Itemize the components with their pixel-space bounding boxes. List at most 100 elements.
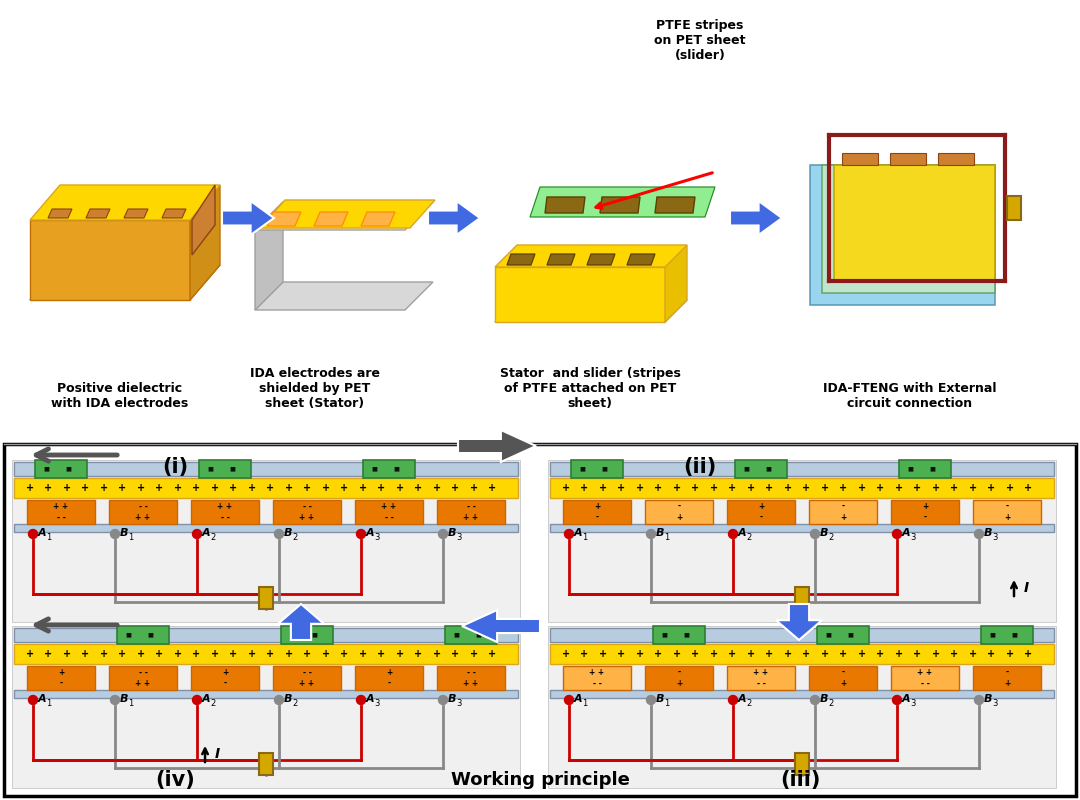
Bar (14, 462, 518, 476)
Text: +: + (174, 483, 183, 493)
Bar (0, 0, 1080, 440)
Bar (981, 626, 1032, 644)
Text: -: - (1005, 502, 1009, 511)
Polygon shape (822, 165, 995, 293)
Bar (117, 626, 168, 644)
Text: B: B (120, 528, 129, 538)
Text: +: + (359, 483, 367, 493)
Text: +: + (1025, 483, 1032, 493)
Text: ■: ■ (766, 466, 771, 471)
Text: +: + (710, 649, 718, 659)
Polygon shape (192, 185, 215, 255)
Polygon shape (314, 212, 348, 226)
Bar (259, 753, 273, 775)
Text: ■: ■ (372, 466, 378, 471)
Circle shape (438, 530, 447, 538)
Bar (355, 500, 423, 524)
Bar (14, 644, 518, 664)
Text: +: + (618, 483, 625, 493)
Circle shape (892, 530, 902, 538)
Bar (735, 460, 787, 478)
Text: +: + (386, 668, 392, 678)
Text: + +: + + (463, 513, 478, 522)
Text: A: A (366, 528, 375, 538)
Text: (i): (i) (162, 457, 188, 477)
Text: +: + (691, 649, 700, 659)
Bar (563, 666, 631, 690)
Text: - -: - - (757, 678, 766, 688)
Text: +: + (470, 483, 478, 493)
Text: ■: ■ (207, 466, 214, 471)
Bar (550, 478, 1054, 498)
Text: A: A (202, 528, 211, 538)
Text: 3: 3 (374, 534, 379, 542)
Text: +: + (100, 649, 108, 659)
Bar (973, 666, 1041, 690)
Bar (355, 666, 423, 690)
Text: ■: ■ (684, 633, 689, 638)
Text: ■: ■ (989, 633, 996, 638)
Text: +: + (877, 649, 885, 659)
Circle shape (438, 695, 447, 705)
Text: +: + (433, 649, 441, 659)
Text: I: I (215, 747, 219, 761)
Text: -: - (841, 502, 845, 511)
Text: +: + (377, 649, 386, 659)
Circle shape (974, 530, 984, 538)
Bar (973, 500, 1041, 524)
Text: -: - (595, 513, 598, 522)
Text: 1: 1 (664, 534, 670, 542)
Text: + +: + + (53, 502, 68, 511)
Text: (ii): (ii) (684, 457, 717, 477)
Text: ■: ■ (454, 633, 459, 638)
Text: 3: 3 (993, 534, 997, 542)
Text: +: + (396, 649, 404, 659)
Text: +: + (81, 483, 90, 493)
Polygon shape (255, 202, 433, 230)
Bar (550, 628, 1054, 642)
Text: 2: 2 (210, 534, 215, 542)
Bar (890, 153, 926, 165)
Text: +: + (747, 483, 755, 493)
Text: 2: 2 (828, 534, 834, 542)
Polygon shape (30, 220, 190, 300)
Text: +: + (119, 483, 126, 493)
Text: +: + (654, 483, 662, 493)
Text: +: + (44, 649, 53, 659)
Text: B: B (284, 528, 293, 538)
Polygon shape (600, 197, 640, 213)
Text: 1: 1 (582, 699, 588, 709)
Bar (645, 500, 713, 524)
Text: B: B (984, 528, 993, 538)
Polygon shape (124, 209, 148, 218)
Bar (1007, 196, 1021, 220)
Text: ■: ■ (580, 466, 585, 471)
Text: +: + (156, 649, 163, 659)
Bar (4, 444, 1076, 796)
Polygon shape (730, 201, 782, 235)
Text: +: + (248, 483, 256, 493)
Text: +: + (784, 649, 792, 659)
Text: +: + (950, 483, 959, 493)
Text: PTFE stripes
on PET sheet
(slider): PTFE stripes on PET sheet (slider) (654, 18, 746, 62)
Circle shape (892, 695, 902, 705)
Text: +: + (728, 483, 737, 493)
Circle shape (810, 530, 820, 538)
Text: +: + (229, 649, 238, 659)
Text: +: + (26, 649, 35, 659)
Polygon shape (190, 185, 220, 300)
Circle shape (110, 695, 120, 705)
Text: -: - (677, 668, 680, 678)
Text: ■: ■ (229, 466, 235, 471)
Text: 3: 3 (456, 534, 461, 542)
Text: +: + (340, 483, 349, 493)
Polygon shape (810, 165, 995, 305)
Text: 3: 3 (456, 699, 461, 709)
Text: +: + (119, 649, 126, 659)
Bar (809, 666, 877, 690)
Text: Working principle: Working principle (450, 771, 630, 789)
Text: 3: 3 (374, 699, 379, 709)
Polygon shape (267, 212, 301, 226)
Text: A: A (38, 694, 46, 704)
Circle shape (274, 695, 283, 705)
